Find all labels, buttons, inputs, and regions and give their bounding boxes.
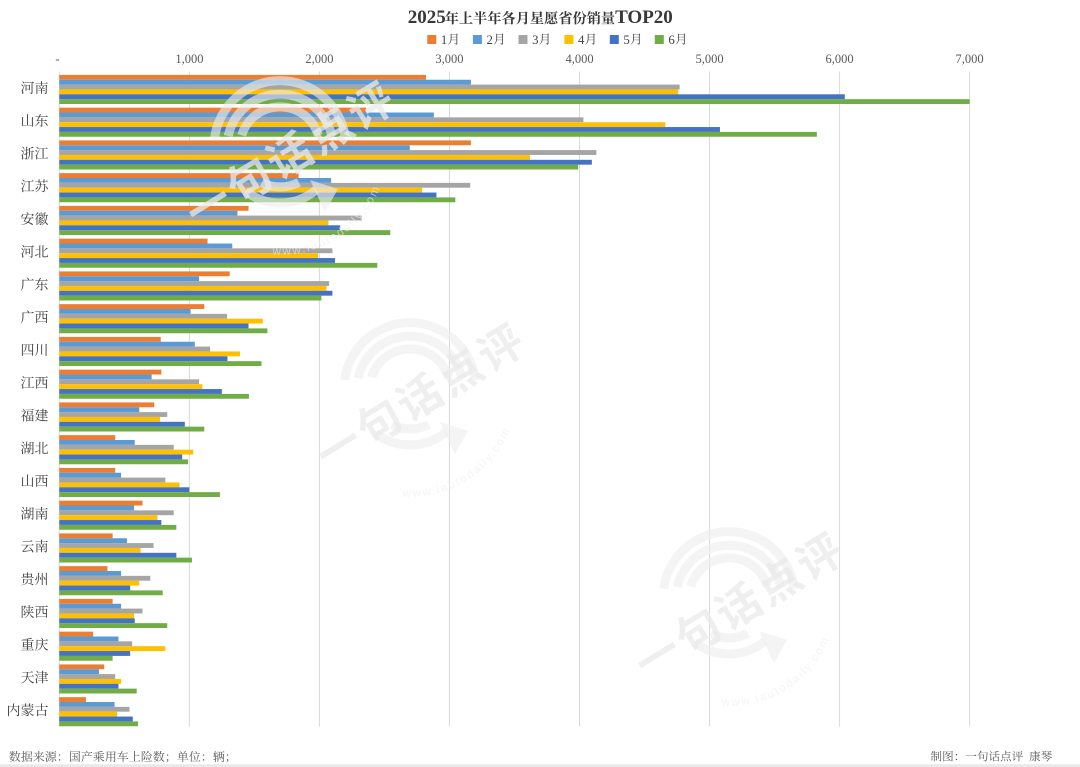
svg-text:TOP20: TOP20: [615, 7, 673, 28]
svg-text:4,000: 4,000: [565, 52, 593, 66]
svg-text:5: 5: [623, 33, 629, 47]
svg-text:6,000: 6,000: [826, 52, 854, 66]
svg-text:1: 1: [441, 33, 447, 47]
svg-text:5,000: 5,000: [695, 52, 723, 66]
svg-text:6: 6: [668, 33, 675, 47]
svg-text:-: -: [55, 52, 59, 66]
svg-text:3,000: 3,000: [435, 52, 463, 66]
svg-text:2,000: 2,000: [305, 52, 333, 66]
svg-text:1,000: 1,000: [175, 52, 203, 66]
svg-text:4: 4: [578, 33, 585, 47]
svg-text:7,000: 7,000: [956, 52, 984, 66]
svg-text:2025: 2025: [408, 7, 446, 28]
svg-text:3: 3: [532, 33, 538, 47]
svg-text:2: 2: [487, 33, 493, 47]
